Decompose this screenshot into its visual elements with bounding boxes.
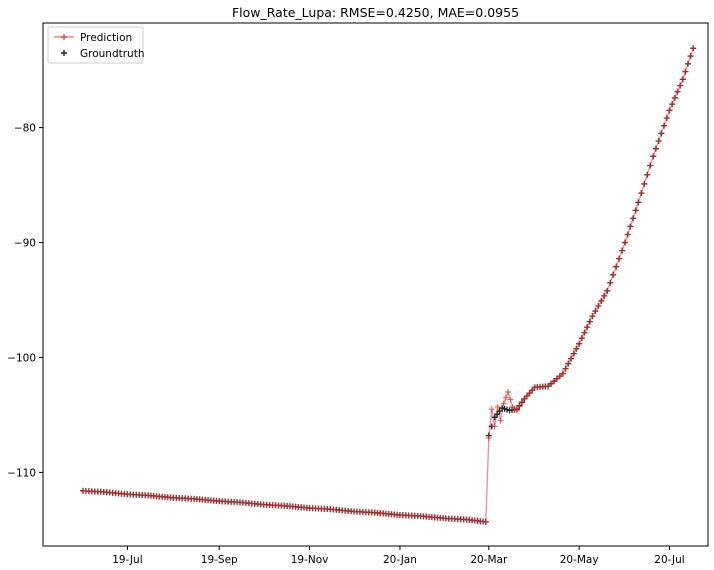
legend-box bbox=[47, 26, 144, 64]
x-tick-label: 20-Mar bbox=[470, 554, 508, 566]
y-tick-label: −110 bbox=[7, 467, 36, 479]
x-tick-label: 20-Jul bbox=[654, 554, 684, 566]
x-tick-label: 19-Sep bbox=[201, 554, 238, 566]
groundtruth-markers bbox=[79, 45, 697, 525]
prediction-markers bbox=[79, 45, 697, 525]
legend-groundtruth-label: Groundtruth bbox=[80, 48, 144, 60]
legend-prediction-marker bbox=[61, 34, 67, 40]
legend: Prediction Groundtruth bbox=[47, 26, 144, 64]
plot-area bbox=[42, 22, 709, 547]
legend-prediction-label: Prediction bbox=[80, 32, 132, 44]
y-tick-label: −90 bbox=[14, 238, 36, 250]
x-tick-label: 20-Jan bbox=[383, 554, 417, 566]
x-tick-label: 20-May bbox=[560, 554, 599, 566]
y-tick-label: −100 bbox=[7, 352, 36, 364]
y-axis: −110 −100 −90 −80 bbox=[7, 123, 43, 479]
y-tick-label: −80 bbox=[14, 123, 36, 135]
prediction-line bbox=[82, 48, 694, 523]
chart-title: Flow_Rate_Lupa: RMSE=0.4250, MAE=0.0955 bbox=[232, 5, 519, 20]
series-layer bbox=[79, 45, 697, 525]
x-axis: 19-Jul 19-Sep 19-Nov 20-Jan 20-Mar 20-May 20-J… bbox=[112, 546, 685, 566]
legend-groundtruth-marker bbox=[61, 50, 67, 56]
x-tick-label: 19-Jul bbox=[112, 554, 142, 566]
x-tick-label: 19-Nov bbox=[291, 554, 329, 566]
